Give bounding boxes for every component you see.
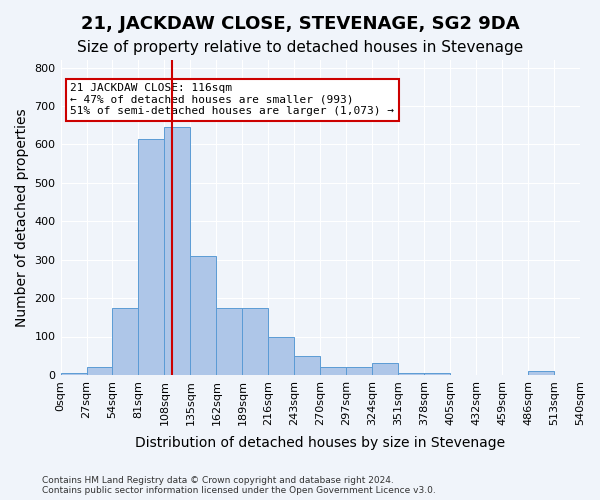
Bar	[424, 373, 450, 375]
Bar	[190, 256, 217, 375]
Bar	[139, 138, 164, 375]
Bar	[268, 336, 294, 375]
Bar	[528, 371, 554, 375]
Bar	[217, 308, 242, 375]
Bar	[61, 373, 86, 375]
Bar	[164, 127, 190, 375]
Bar	[346, 367, 372, 375]
Text: Size of property relative to detached houses in Stevenage: Size of property relative to detached ho…	[77, 40, 523, 55]
Bar	[294, 356, 320, 375]
Bar	[86, 367, 112, 375]
Text: 21 JACKDAW CLOSE: 116sqm
← 47% of detached houses are smaller (993)
51% of semi-: 21 JACKDAW CLOSE: 116sqm ← 47% of detach…	[70, 83, 394, 116]
Bar	[242, 308, 268, 375]
Bar	[372, 364, 398, 375]
Bar	[320, 367, 346, 375]
X-axis label: Distribution of detached houses by size in Stevenage: Distribution of detached houses by size …	[135, 436, 505, 450]
Bar	[398, 373, 424, 375]
Y-axis label: Number of detached properties: Number of detached properties	[15, 108, 29, 327]
Text: Contains HM Land Registry data © Crown copyright and database right 2024.
Contai: Contains HM Land Registry data © Crown c…	[42, 476, 436, 495]
Bar	[112, 308, 139, 375]
Text: 21, JACKDAW CLOSE, STEVENAGE, SG2 9DA: 21, JACKDAW CLOSE, STEVENAGE, SG2 9DA	[80, 15, 520, 33]
